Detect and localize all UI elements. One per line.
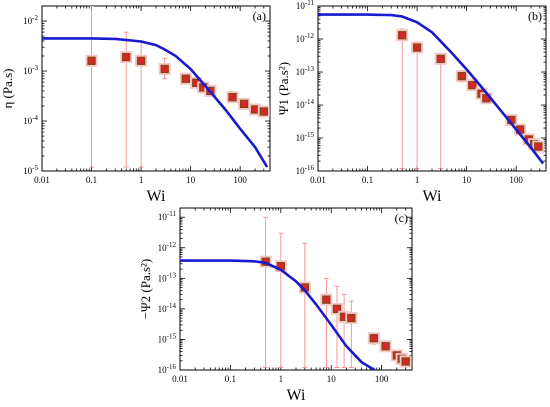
plot-data — [318, 13, 545, 169]
plot-frame — [179, 207, 413, 371]
y-tick-label: 10-4 — [23, 114, 38, 126]
panel-a: 0.01 0.1 1 10 100 10-5 10-4 10-3 10-2 (a) Wi η (Pa.… — [0, 5, 271, 205]
y-tick-label: 10-14 — [296, 98, 315, 110]
x-tick-label: 0.1 — [225, 374, 236, 384]
plot-frame — [41, 5, 271, 172]
y-axis-label: Ψ1 (Pa.s²) — [276, 62, 291, 115]
data-point — [87, 56, 96, 65]
data-point — [457, 71, 466, 81]
model-curve — [180, 259, 377, 370]
y-axis-label: η (Pa.s) — [0, 68, 15, 108]
data-point — [347, 313, 356, 323]
y-tick-label: 10-15 — [158, 332, 177, 344]
x-tick-label: 100 — [509, 175, 523, 185]
data-point — [181, 74, 190, 83]
y-tick-label: 10-2 — [23, 14, 38, 26]
data-point — [398, 31, 407, 40]
data-point — [468, 80, 477, 90]
x-tick-label: 10 — [462, 175, 472, 185]
data-point — [412, 43, 422, 52]
data-point — [322, 295, 331, 304]
data-point — [381, 342, 390, 351]
model-curve — [318, 13, 545, 165]
x-tick-label: 1 — [139, 175, 144, 185]
x-tick-label: 100 — [233, 175, 247, 185]
y-tick-label: 10-15 — [296, 131, 315, 143]
data-point — [401, 357, 410, 366]
x-tick-label: 0.1 — [86, 175, 97, 185]
panel-c: 0.01 0.1 1 10 100 10-16 10-15 10-14 10-13 10-12 10… — [138, 207, 413, 404]
data-point — [160, 64, 169, 74]
y-tick-label: 10-3 — [23, 64, 38, 76]
y-tick-label: 10-11 — [296, 0, 315, 11]
data-point — [136, 56, 146, 65]
data-point — [239, 99, 249, 109]
y-tick-label: 10-12 — [296, 32, 315, 44]
data-point — [369, 334, 378, 343]
x-axis-label: Wi — [147, 188, 166, 205]
x-tick-label: 0.1 — [362, 175, 373, 185]
data-point — [122, 52, 131, 62]
data-point — [250, 105, 260, 114]
y-tick-label: 10-13 — [158, 271, 177, 283]
data-point — [228, 93, 237, 102]
panel-label: (c) — [395, 211, 408, 225]
x-axis-label: Wi — [287, 387, 306, 404]
x-tick-label: 100 — [375, 374, 389, 384]
y-tick-label: 10-5 — [23, 164, 38, 176]
y-tick-label: 10-12 — [158, 241, 177, 253]
data-point — [534, 142, 543, 151]
x-tick-label: 0.01 — [310, 175, 326, 185]
y-tick-label: 10-13 — [296, 65, 315, 77]
x-axis-label: Wi — [423, 188, 442, 205]
data-point — [259, 107, 268, 116]
x-tick-label: 1 — [415, 175, 420, 185]
y-tick-label: 10-16 — [296, 164, 315, 176]
data-point — [332, 304, 342, 314]
x-tick-label: 0.01 — [172, 374, 188, 384]
x-tick-label: 0.01 — [34, 175, 50, 185]
y-axis-label: −Ψ2 (Pa.s²) — [138, 259, 153, 320]
model-curve — [42, 37, 269, 168]
y-tick-label: 10-11 — [158, 210, 177, 222]
plot-data — [180, 216, 412, 370]
panel-label: (a) — [253, 9, 266, 23]
x-tick-label: 10 — [186, 175, 196, 185]
panel-label: (b) — [528, 9, 542, 23]
panel-b: 0.01 0.1 1 10 100 10-16 10-15 10-14 10-13 10-12 10… — [276, 0, 547, 205]
y-tick-label: 10-14 — [158, 302, 177, 314]
y-tick-label: 10-16 — [158, 363, 177, 375]
x-tick-label: 10 — [327, 374, 337, 384]
x-tick-label: 1 — [279, 374, 284, 384]
plot-data — [42, 6, 270, 168]
data-point — [436, 54, 445, 64]
